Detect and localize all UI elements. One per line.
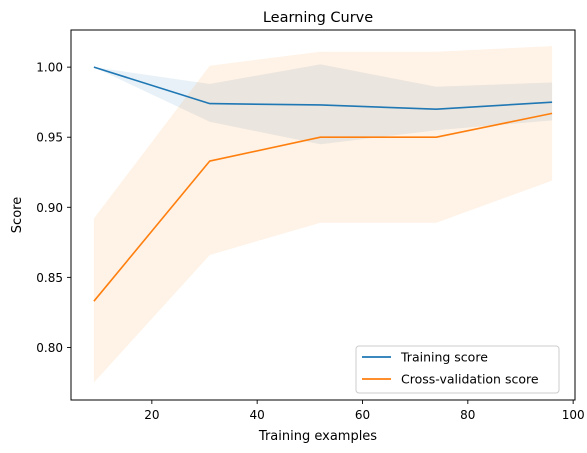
y-tick-label: 0.90 bbox=[36, 201, 63, 215]
training-score-line bbox=[93, 66, 553, 110]
x-tick-label: 80 bbox=[460, 408, 475, 422]
legend: Training score Cross-validation score bbox=[355, 345, 560, 394]
y-tick-label: 1.00 bbox=[36, 61, 63, 75]
y-axis-label: Score bbox=[10, 197, 25, 233]
x-tick-label: 60 bbox=[355, 408, 370, 422]
x-axis-label: Training examples bbox=[258, 429, 377, 444]
axes-frame bbox=[70, 29, 576, 401]
chart-title: Learning Curve bbox=[263, 10, 373, 26]
x-tick-label: 40 bbox=[250, 408, 265, 422]
x-axis-ticks: 20 40 60 80 100 bbox=[144, 400, 585, 422]
y-tick-label: 0.85 bbox=[36, 271, 63, 285]
confidence-bands bbox=[93, 46, 553, 383]
cross-validation-score-band bbox=[93, 46, 553, 383]
x-tick-label: 100 bbox=[562, 408, 585, 422]
cross-validation-score-line bbox=[93, 112, 553, 302]
y-tick-label: 0.95 bbox=[36, 131, 63, 145]
series-lines bbox=[93, 66, 553, 302]
legend-frame bbox=[355, 345, 560, 394]
y-tick-label: 0.80 bbox=[36, 341, 63, 355]
legend-label-cross-validation-score: Cross-validation score bbox=[401, 372, 539, 387]
x-tick-label: 20 bbox=[144, 408, 159, 422]
legend-label-training-score: Training score bbox=[400, 350, 488, 365]
y-axis-ticks: 0.80 0.85 0.90 0.95 1.00 bbox=[36, 61, 71, 355]
